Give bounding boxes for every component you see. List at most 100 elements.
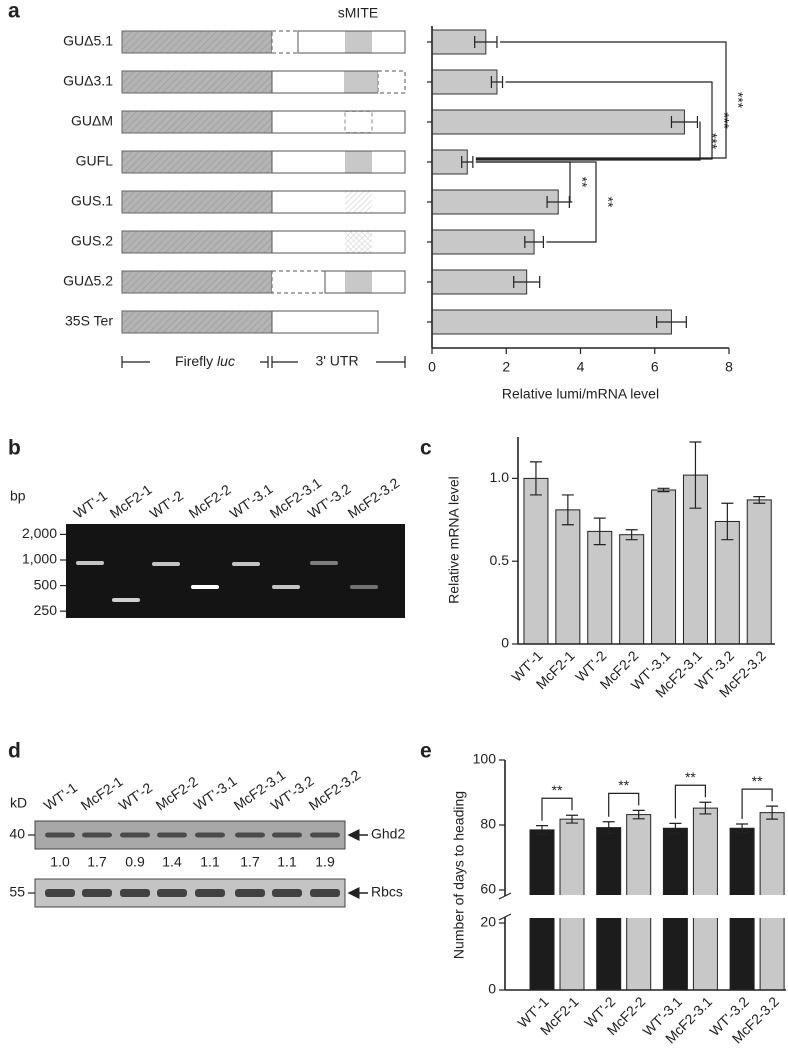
mite-region [344,71,377,93]
blot-band [195,889,225,897]
legend-bg [298,353,376,371]
x-tick-label: 2 [502,359,510,375]
construct-label: GUS.2 [71,233,113,249]
error-bar [461,156,474,168]
band [350,585,378,589]
lane-label: McF2-2 [186,481,234,521]
significance-bracket [475,81,713,160]
y-tick-label: 20 [480,914,496,930]
utr-region [271,150,406,174]
band [152,562,180,566]
lane-label: McF2-2 [153,773,201,813]
mite-region [345,31,372,53]
band [232,562,260,566]
coding-region [121,230,273,254]
bar [651,489,677,645]
error-bar [657,487,670,493]
construct-label: 35S Ter [65,313,113,329]
y-tick-label: 0 [501,635,509,651]
bar [523,477,549,645]
significance-bracket [475,161,597,243]
utr-region [271,230,406,254]
lane-label: WT'-3.1 [227,480,276,521]
blot-band [157,832,187,838]
construct-label: GUΔ3.1 [63,73,113,89]
bar [431,189,559,215]
panel-label: c [420,437,432,460]
bar [555,509,581,645]
utr-region [271,270,326,294]
quantification: 1.7 [87,854,107,870]
coding-region [121,310,273,334]
quantification: 1.4 [162,854,182,870]
significance-label: ** [685,769,696,785]
y-tick-label: 60 [480,881,496,897]
significance-bracket [674,784,706,819]
construct-label: GUΔ5.2 [63,273,113,289]
coding-name: Firefly [175,353,213,369]
error-bar [736,823,749,834]
axis-break [497,895,788,918]
blot-band [45,832,75,838]
construct-label: GUFL [76,153,114,169]
lane-label: WT'-1 [41,779,81,813]
bar [431,109,685,135]
y-axis-title: Relative mRNA level [446,476,462,604]
bar [431,69,498,95]
panel-label: a [8,0,20,23]
blot-band [195,832,225,838]
y-tick-label: 100 [473,751,497,767]
band [272,585,300,589]
quantification: 1.1 [200,854,220,870]
blot-band [157,889,187,897]
marker-label: 500 [34,576,58,592]
marker-label: 55 [9,884,25,900]
band [76,561,104,565]
bar [587,530,613,645]
error-bar [689,441,702,509]
quantification: 1.7 [240,854,260,870]
unit-label: kD [10,795,27,811]
x-tick-label: 4 [577,359,585,375]
significance-bracket [541,797,573,821]
significance-bracket [475,121,701,161]
significance-label: ** [752,773,763,789]
marker-label: 1,000 [22,551,57,567]
blot-band [272,889,302,897]
x-axis-title: Relative lumi/mRNA level [502,386,659,402]
significance-bracket [741,788,773,820]
error-bar [529,461,542,496]
y-axis-title: Number of days to heading [451,791,467,959]
mite-region [345,271,372,293]
band-label: Ghd2 [371,826,405,842]
marker-label: 250 [34,602,58,618]
band-label: Rbcs [371,884,403,900]
mite-region [344,111,373,133]
quantification: 0.9 [125,854,145,870]
blot-band [310,889,340,897]
bar [619,534,645,645]
error-bar [670,116,699,128]
blot-band [45,889,75,897]
bar [431,309,672,335]
y-tick-label: 1.0 [490,469,510,485]
marker-label: 2,000 [22,525,57,541]
error-bar [602,821,615,835]
significance-label: ** [618,777,629,793]
error-bar [561,494,574,526]
utr-legend: 3' UTR [315,353,358,369]
panel-label: d [8,740,21,763]
error-bar [566,814,578,824]
coding-region [121,110,273,134]
significance-bracket [475,41,727,159]
coding-region [121,30,273,54]
utr-region [271,310,379,334]
blot-band [272,832,302,838]
utr-region [377,70,406,94]
y-tick-label: 0.5 [490,552,510,568]
break-mark [498,892,512,921]
error-bar [669,822,682,834]
blot-band [82,832,112,838]
error-bar [721,502,734,541]
coding-region [121,270,273,294]
